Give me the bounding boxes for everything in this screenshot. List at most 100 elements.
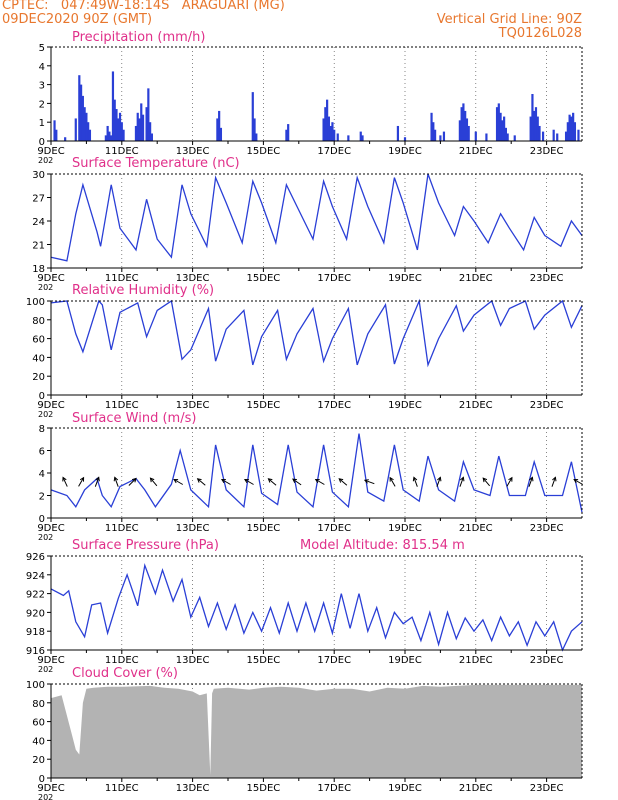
precip-bar: [218, 110, 221, 141]
precip-bar: [396, 125, 400, 141]
series-line: [50, 298, 583, 368]
x-tick-label: 11DEC: [105, 400, 139, 411]
panel-3: 0 20 40 60 80 100 9DEC 11DEC 13DEC 15DEC 17DEC 19DE…: [26, 283, 583, 419]
precip-bar: [573, 122, 577, 141]
precip-bar: [403, 137, 407, 141]
wind-arrow: [292, 478, 302, 486]
x-tick-label: 13DEC: [176, 400, 210, 411]
series-line: [50, 173, 583, 262]
wind-arrow: [149, 477, 158, 487]
wind-arrow-head: [460, 476, 465, 482]
precip-bar: [458, 120, 461, 141]
precip-bar: [331, 122, 334, 141]
y-tick-label: 60: [32, 335, 45, 346]
x-tick-label: 21DEC: [459, 146, 493, 157]
y-tick-label: 100: [26, 680, 45, 691]
precip-bar: [506, 133, 509, 141]
series-line: [50, 433, 583, 513]
wind-arrow-head: [573, 478, 579, 484]
x-tick-label: 23DEC: [530, 400, 564, 411]
y-tick-label: 27: [32, 194, 45, 205]
wind-arrow: [459, 476, 465, 487]
precip-bar: [329, 125, 332, 141]
precip-bar: [53, 120, 56, 141]
y-tick-label: 1: [39, 118, 45, 129]
x-tick-label: 13DEC: [176, 783, 210, 794]
y-tick-label: 5: [39, 43, 45, 54]
precip-bar: [536, 116, 539, 141]
precip-bar: [460, 107, 463, 141]
precip-bar: [501, 120, 504, 141]
panel-2: 18 21 24 27 30 9DEC 11DEC 13DEC 15DEC 17DEC 19DEC 2…: [32, 156, 583, 292]
x-year-fragment: 202: [38, 665, 53, 674]
precip-bar: [219, 127, 223, 141]
x-tick-label: 23DEC: [530, 655, 564, 666]
precip-bar: [251, 92, 254, 141]
precip-bar: [108, 131, 111, 141]
wind-arrow-shaft: [78, 477, 85, 487]
wind-arrow: [573, 478, 584, 485]
x-tick-label: 19DEC: [388, 655, 422, 666]
precip-bar: [322, 118, 325, 141]
y-tick-label: 24: [32, 217, 45, 228]
x-tick-label: 13DEC: [176, 523, 210, 534]
wind-arrow: [314, 478, 325, 485]
precip-bar: [117, 118, 120, 141]
x-tick-label: 15DEC: [247, 273, 281, 284]
x-tick-label: 19DEC: [388, 400, 422, 411]
precip-bar: [529, 116, 532, 141]
x-tick-label: 15DEC: [247, 523, 281, 534]
wind-arrow-shaft: [315, 479, 325, 485]
x-tick-label: 21DEC: [459, 655, 493, 666]
wind-arrow: [363, 479, 375, 485]
precip-bar: [327, 116, 330, 141]
x-tick-label: 9DEC: [37, 273, 64, 284]
y-tick-label: 926: [26, 552, 45, 563]
y-tick-label: 2: [39, 99, 45, 110]
x-tick-label: 21DEC: [459, 400, 493, 411]
precip-bar: [462, 103, 465, 141]
precip-bar: [499, 112, 502, 141]
x-tick-label: 15DEC: [247, 146, 281, 157]
precip-bar: [122, 129, 125, 141]
wind-arrow: [220, 478, 231, 485]
precip-bar: [361, 135, 364, 141]
y-tick-label: 80: [32, 316, 45, 327]
wind-arrow-head: [363, 479, 369, 484]
x-tick-label: 21DEC: [459, 783, 493, 794]
panel-4: 0 2 4 6 8 9DEC 11DEC 13DEC 15DEC 17DEC 19DEC 21DEC 2…: [37, 411, 584, 542]
wind-arrow-head: [79, 476, 85, 482]
wind-arrow: [128, 477, 137, 486]
wind-arrow-shaft: [62, 477, 68, 487]
precip-bar: [497, 103, 500, 141]
x-tick-label: 15DEC: [247, 400, 281, 411]
precip-bar: [467, 125, 470, 141]
x-tick-label: 13DEC: [176, 146, 210, 157]
precip-bar: [118, 112, 122, 141]
y-tick-label: 0: [39, 514, 45, 525]
wind-arrow-shaft: [268, 478, 277, 486]
series-line: [50, 562, 583, 652]
y-tick-label: 922: [26, 590, 45, 601]
wind-arrow: [551, 476, 557, 487]
y-tick-label: 6: [39, 447, 45, 458]
wind-arrow: [482, 477, 491, 487]
precip-bar: [216, 118, 219, 141]
x-tick-label: 21DEC: [459, 273, 493, 284]
precip-bar: [87, 122, 90, 141]
wind-arrow-shaft: [197, 478, 206, 486]
y-tick-label: 40: [32, 736, 45, 747]
panel-title: Surface Temperature (nC): [72, 156, 240, 171]
wind-arrow-head: [220, 478, 226, 484]
x-year-fragment: 202: [38, 156, 53, 165]
panel-title: Precipitation (mm/h): [72, 30, 205, 45]
precip-bar: [568, 114, 571, 141]
wind-arrow: [389, 476, 396, 487]
y-tick-label: 20: [32, 372, 45, 383]
precip-bar: [55, 129, 58, 141]
wind-arrow: [113, 476, 119, 487]
x-tick-label: 17DEC: [317, 655, 351, 666]
precip-bar: [88, 129, 92, 141]
precip-bar: [430, 112, 433, 141]
